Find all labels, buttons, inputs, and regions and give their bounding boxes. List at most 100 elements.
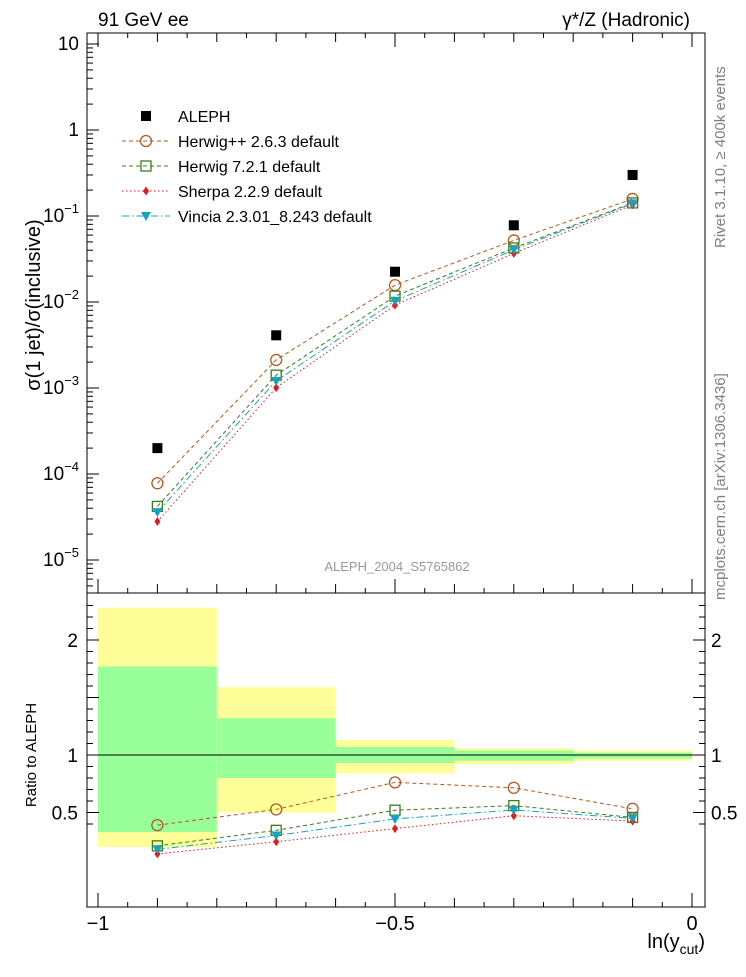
ratio-series-layer xyxy=(151,776,639,859)
main-series-3 xyxy=(154,200,636,527)
main-y-tick-exponent: −5 xyxy=(64,545,79,560)
main-data-point xyxy=(154,517,161,527)
main-series-0 xyxy=(152,169,638,454)
main-data-point xyxy=(271,330,282,341)
ratio-inner-band xyxy=(573,752,692,759)
main-series-line xyxy=(157,204,633,522)
ratio-data-point xyxy=(508,805,519,815)
main-series-4 xyxy=(152,199,638,518)
main-y-tick-base: 10 xyxy=(43,292,64,313)
main-y-tick-base: 10 xyxy=(43,550,64,571)
ratio-y-tick-label-right: 2 xyxy=(711,631,722,652)
header-left: 91 GeV ee xyxy=(98,10,189,31)
ratio-y-axis-label: Ratio to ALEPH xyxy=(23,703,40,807)
main-y-tick-label: 10 xyxy=(58,34,79,55)
ratio-data-point xyxy=(507,781,520,794)
ratio-inner-band xyxy=(454,750,574,761)
main-series-line xyxy=(157,202,633,507)
ratio-series-0 xyxy=(151,776,639,832)
legend-item: ALEPH xyxy=(141,109,230,126)
main-series-line xyxy=(157,202,633,513)
header-right: γ*/Z (Hadronic) xyxy=(562,10,690,31)
ratio-y-tick-label-left: 0.5 xyxy=(52,804,78,825)
ratio-data-point xyxy=(273,837,280,847)
main-data-point xyxy=(271,376,282,386)
main-data-point xyxy=(270,353,283,367)
legend-item: Sherpa 2.2.9 default xyxy=(122,184,323,201)
ratio-uncertainty-bands xyxy=(87,607,705,847)
x-axis-label-close: ) xyxy=(698,931,705,953)
legend-marker xyxy=(140,160,152,172)
legend-marker xyxy=(143,186,149,196)
legend-marker xyxy=(139,134,153,148)
ratio-y-tick-label-right: 0.5 xyxy=(711,804,737,825)
main-y-tick-exponent: −4 xyxy=(64,459,79,474)
ratio-series-line xyxy=(157,809,633,850)
main-series-line xyxy=(157,198,633,484)
legend-label: Vincia 2.3.01_8.243 default xyxy=(178,209,372,226)
ratio-panel-frame xyxy=(86,592,706,908)
main-y-tick-label: 10−4 xyxy=(43,459,79,485)
legend: ALEPH Herwig++ 2.6.3 default Herwig 7.2.1 … xyxy=(122,109,372,226)
ratio-series-line xyxy=(157,781,633,826)
x-tick-label: −0.5 xyxy=(375,913,414,935)
main-series-1 xyxy=(151,192,639,490)
x-tick-label: 0 xyxy=(686,913,697,935)
main-data-point xyxy=(627,169,638,180)
ratio-y-tick-label-left: 1 xyxy=(67,746,78,767)
main-data-point xyxy=(151,477,164,490)
main-data-point xyxy=(152,443,163,454)
main-y-tick-base: 10 xyxy=(43,206,64,227)
main-data-point xyxy=(273,383,280,393)
legend-item: Herwig 7.2.1 default xyxy=(122,159,321,176)
legend-marker xyxy=(141,212,151,221)
ratio-data-point xyxy=(271,831,282,841)
main-y-axis-label: σ(1 jet)/σ(inclusive) xyxy=(23,219,45,390)
legend-item: Herwig++ 2.6.3 default xyxy=(122,134,340,151)
main-y-tick-base: 10 xyxy=(43,378,64,399)
ratio-inner-band xyxy=(98,666,217,833)
ratio-y-tick-label-right: 1 xyxy=(711,746,722,767)
legend-label: Herwig 7.2.1 default xyxy=(178,159,321,176)
ratio-data-point xyxy=(392,824,398,834)
x-axis-label-sub: cut xyxy=(680,941,699,957)
ratio-series-3 xyxy=(152,805,638,855)
ratio-axis-ticks: 0.5 0.5 1 1 2 2 −1 −0.5 0 xyxy=(52,605,737,935)
ratio-series-clipped xyxy=(151,776,639,859)
ratio-data-point xyxy=(510,811,517,821)
main-y-tick-exponent: −3 xyxy=(64,373,79,388)
mcplots-label: mcplots.cern.ch [arXiv:1306.3436] xyxy=(712,373,729,600)
main-data-point xyxy=(152,508,163,518)
main-y-tick-label: 10−1 xyxy=(43,201,79,227)
ratio-data-point xyxy=(388,776,402,789)
main-series-2 xyxy=(151,197,639,513)
ratio-data-point xyxy=(627,814,638,824)
legend-marker xyxy=(141,111,151,121)
main-data-point xyxy=(390,296,400,306)
ratio-data-point xyxy=(626,802,639,815)
legend-label: ALEPH xyxy=(178,109,230,126)
ratio-inner-band xyxy=(216,718,336,778)
legend-item: Vincia 2.3.01_8.243 default xyxy=(122,209,372,226)
main-data-point xyxy=(507,234,520,247)
ratio-data-point xyxy=(151,819,164,832)
main-y-tick-exponent: −1 xyxy=(64,201,79,216)
main-data-point xyxy=(508,220,519,231)
ratio-y-tick-label-left: 2 xyxy=(67,631,78,652)
x-axis-label-main: ln(y xyxy=(647,931,679,953)
legend-label: Sherpa 2.2.9 default xyxy=(178,184,323,201)
main-y-tick-label: 10−3 xyxy=(43,373,79,399)
main-y-tick-label: 1 xyxy=(68,120,79,141)
main-series-layer xyxy=(151,169,639,527)
x-tick-label: −1 xyxy=(87,913,110,935)
ratio-series-line xyxy=(157,805,633,847)
ratio-data-point xyxy=(270,803,283,816)
main-data-point xyxy=(508,245,519,255)
main-y-tick-base: 10 xyxy=(43,464,64,485)
analysis-watermark: ALEPH_2004_S5765862 xyxy=(324,559,469,574)
main-y-tick-label: 10−5 xyxy=(43,545,79,571)
main-data-point xyxy=(627,199,638,209)
